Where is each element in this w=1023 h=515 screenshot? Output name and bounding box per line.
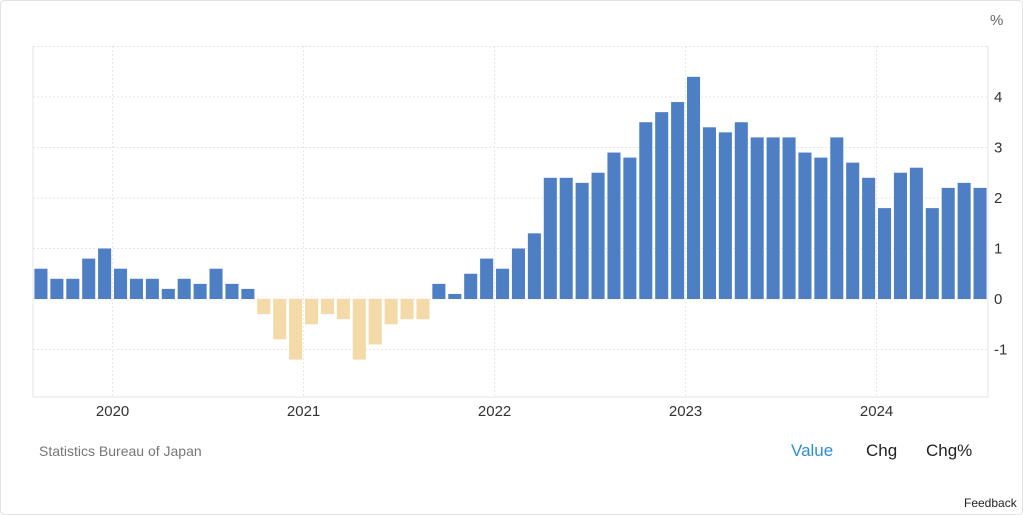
bar-2021-11[interactable] [464, 273, 478, 299]
bar-2023-04[interactable] [734, 122, 748, 299]
bar-2020-08[interactable] [225, 283, 239, 299]
bar-2021-01[interactable] [305, 299, 319, 325]
bar-2023-12[interactable] [862, 177, 876, 299]
bar-2019-10[interactable] [66, 278, 80, 299]
bar-2024-02[interactable] [893, 172, 907, 299]
bar-2021-02[interactable] [320, 299, 334, 315]
bar-2020-01[interactable] [114, 268, 128, 299]
bar-2024-06[interactable] [957, 182, 971, 299]
x-tick-label: 2024 [860, 403, 893, 420]
y-tick-label: 0 [994, 291, 1002, 308]
bar-2021-07[interactable] [400, 299, 414, 320]
bar-2021-04[interactable] [352, 299, 366, 360]
bar-2020-10[interactable] [257, 299, 271, 315]
bar-2023-06[interactable] [766, 137, 780, 299]
bar-2023-09[interactable] [814, 157, 828, 299]
bar-2019-11[interactable] [82, 258, 96, 299]
bar-2020-09[interactable] [241, 288, 255, 299]
bar-2022-02[interactable] [511, 248, 525, 300]
bar-2022-09[interactable] [623, 157, 637, 299]
bar-2020-11[interactable] [273, 299, 287, 340]
bar-2023-08[interactable] [798, 152, 812, 299]
bar-2023-07[interactable] [782, 137, 796, 299]
bar-2022-12[interactable] [671, 102, 685, 299]
bar-2021-06[interactable] [384, 299, 398, 325]
x-tick-label: 2021 [287, 403, 320, 420]
bar-2020-07[interactable] [209, 268, 223, 299]
bar-2022-08[interactable] [607, 152, 621, 299]
bar-2022-04[interactable] [543, 177, 557, 299]
y-tick-label: -1 [994, 342, 1007, 359]
bar-2022-07[interactable] [591, 172, 605, 299]
bar-2020-06[interactable] [193, 283, 207, 299]
bar-2023-11[interactable] [846, 162, 860, 299]
bar-2020-02[interactable] [129, 278, 143, 299]
bar-2021-12[interactable] [480, 258, 494, 299]
y-axis-unit: % [990, 12, 1004, 29]
y-tick-label: 2 [994, 190, 1002, 207]
feedback-link[interactable]: Feedback [964, 496, 1017, 510]
y-tick-label: 4 [994, 89, 1002, 106]
bar-2020-05[interactable] [177, 278, 191, 299]
bar-2019-09[interactable] [50, 278, 64, 299]
x-tick-label: 2020 [96, 403, 129, 420]
tab-value[interactable]: Value [791, 441, 834, 460]
y-tick-label: 3 [994, 140, 1002, 157]
bar-2019-08[interactable] [34, 268, 48, 299]
bar-2020-04[interactable] [161, 288, 175, 299]
bar-2024-04[interactable] [925, 208, 939, 299]
x-tick-label: 2022 [478, 403, 511, 420]
bar-2021-03[interactable] [336, 299, 350, 320]
bar-2019-12[interactable] [98, 248, 112, 300]
x-axis-ticks: 2020 2021 2022 2023 2024 [96, 403, 893, 420]
bar-2022-10[interactable] [639, 122, 653, 299]
bar-2020-03[interactable] [145, 278, 159, 299]
bar-2022-11[interactable] [655, 112, 669, 300]
y-tick-label: 1 [994, 241, 1002, 258]
bar-2023-01[interactable] [687, 76, 701, 299]
bar-2023-05[interactable] [750, 137, 764, 299]
source-label: Statistics Bureau of Japan [39, 443, 202, 459]
tab-chg[interactable]: Chg [866, 441, 898, 460]
bar-2024-07[interactable] [973, 187, 987, 299]
bar-2021-10[interactable] [448, 293, 462, 299]
bar-2024-03[interactable] [909, 167, 923, 299]
bar-2021-08[interactable] [416, 299, 430, 320]
bar-2021-05[interactable] [368, 299, 382, 345]
x-tick-label: 2023 [669, 403, 702, 420]
bar-2020-12[interactable] [289, 299, 303, 360]
bar-2024-05[interactable] [941, 187, 955, 299]
bar-2022-06[interactable] [575, 182, 589, 299]
bar-2022-03[interactable] [527, 233, 541, 299]
bar-2021-09[interactable] [432, 283, 446, 299]
bar-2023-03[interactable] [718, 132, 732, 299]
y-axis-ticks: -1 0 1 2 3 4 [994, 89, 1007, 359]
bars [34, 76, 987, 360]
bar-2022-05[interactable] [559, 177, 573, 299]
bar-2023-02[interactable] [702, 127, 716, 299]
bar-2023-10[interactable] [830, 137, 844, 299]
bar-2022-01[interactable] [496, 268, 510, 299]
tab-chg-percent[interactable]: Chg% [926, 441, 973, 460]
grid-lines [32, 46, 989, 398]
bar-2024-01[interactable] [878, 208, 892, 299]
